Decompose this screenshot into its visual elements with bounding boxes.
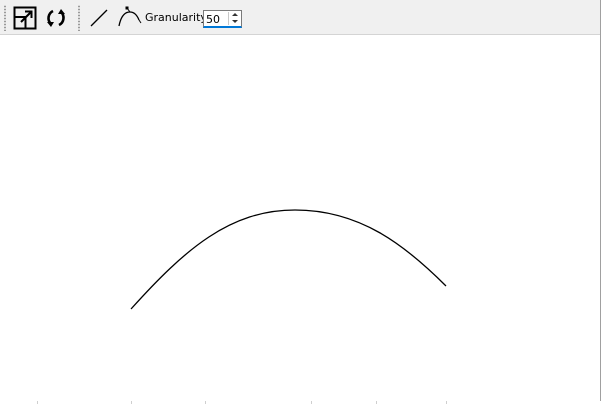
bezier-curve-icon	[118, 6, 142, 27]
bezier-curve[interactable]	[130, 209, 447, 310]
line-icon	[90, 9, 108, 27]
granularity-input[interactable]	[206, 12, 226, 26]
edge-tick	[205, 401, 206, 404]
edge-tick	[446, 401, 447, 404]
granularity-label: Granularity:	[145, 11, 210, 24]
toolbar-separator	[78, 5, 80, 31]
drawing-canvas[interactable]	[0, 35, 600, 401]
edge-tick	[131, 401, 132, 404]
resize-window-icon	[13, 6, 37, 30]
edge-tick	[376, 401, 377, 404]
reset-view-button[interactable]	[42, 4, 70, 32]
line-tool-button[interactable]	[86, 4, 112, 32]
canvas-surface	[130, 209, 447, 310]
edge-tick	[37, 401, 38, 404]
granularity-spinbox[interactable]	[203, 10, 242, 28]
fit-to-window-button[interactable]	[11, 4, 39, 32]
spin-up-button[interactable]	[229, 12, 240, 18]
bottom-edge	[0, 401, 601, 404]
edge-tick	[311, 401, 312, 404]
toolbar-grip[interactable]	[4, 5, 6, 31]
bezier-tool-button[interactable]	[115, 4, 143, 32]
toolbar: Granularity:	[0, 0, 600, 35]
spin-buttons	[228, 12, 240, 25]
spin-down-button[interactable]	[229, 19, 240, 25]
refresh-icon	[47, 9, 65, 27]
